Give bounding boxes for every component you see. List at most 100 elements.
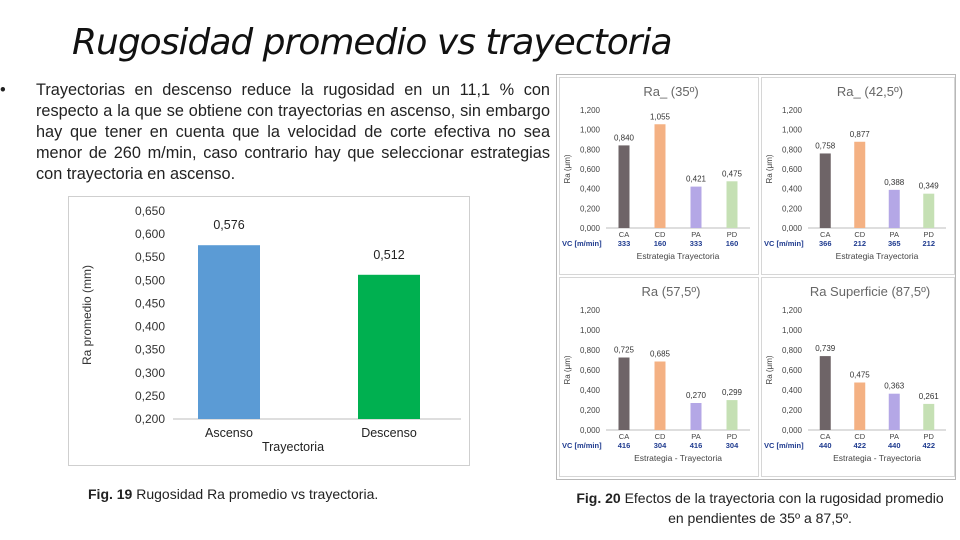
y-tick-label: 0,800 bbox=[782, 346, 803, 355]
vc-value: 422 bbox=[853, 441, 866, 450]
fig19-caption: Fig. 19 Rugosidad Ra promedio vs trayect… bbox=[88, 486, 378, 502]
y-tick-label: 0,000 bbox=[580, 426, 601, 435]
y-tick-label: 0,450 bbox=[135, 296, 165, 310]
y-tick-label: 0,550 bbox=[135, 250, 165, 264]
x-tick-label: CD bbox=[854, 230, 865, 239]
vc-value: 304 bbox=[726, 441, 739, 450]
y-tick-label: 0,000 bbox=[580, 224, 601, 233]
y-tick-label: 1,200 bbox=[782, 106, 803, 115]
y-tick-label: 0,600 bbox=[580, 165, 601, 174]
chart-title: Ra_ (35º) bbox=[643, 84, 698, 99]
x-tick-label: PD bbox=[924, 432, 935, 441]
x-tick-label: CA bbox=[619, 230, 629, 239]
chart-title: Ra_ (42,5º) bbox=[837, 84, 903, 99]
x-tick-label: PD bbox=[727, 432, 738, 441]
y-axis-label: Ra (μm) bbox=[765, 154, 774, 183]
data-label: 0,685 bbox=[650, 350, 671, 359]
y-tick-label: 0,200 bbox=[135, 412, 165, 426]
data-label: 0,388 bbox=[884, 178, 905, 187]
chart-57-5-svg: Ra (57,5º) 0,000 0,200 0,400 0,600 0,800 1,000… bbox=[562, 284, 750, 463]
x-tick-label: PA bbox=[691, 432, 700, 441]
y-tick-label: 0,500 bbox=[135, 273, 165, 287]
y-tick-label: 0,200 bbox=[782, 406, 803, 415]
data-label: 0,299 bbox=[722, 388, 743, 397]
y-tick-label: 0,400 bbox=[580, 185, 601, 194]
fig20-chart-panel: Ra_ (35º) 0,000 0,200 0,400 0,600 0,800 1,000 1… bbox=[556, 74, 956, 480]
vc-value: 212 bbox=[922, 239, 935, 248]
data-label: 0,261 bbox=[919, 392, 940, 401]
data-label: 0,877 bbox=[850, 130, 871, 139]
y-tick-label: 0,200 bbox=[782, 204, 803, 213]
data-label: 0,475 bbox=[722, 169, 743, 178]
y-tick-label: 0,800 bbox=[580, 346, 601, 355]
data-label: 0,270 bbox=[686, 391, 707, 400]
data-label: 0,363 bbox=[884, 382, 905, 391]
y-tick-label: 1,200 bbox=[580, 306, 601, 315]
data-label: 0,725 bbox=[614, 346, 635, 355]
data-label: 0,758 bbox=[815, 141, 836, 150]
y-tick-label: 0,350 bbox=[135, 343, 165, 357]
x-axis-label: Trayectoria bbox=[262, 440, 324, 454]
fig19-chart: 0,200 0,250 0,300 0,350 0,400 0,450 0,500 0,550… bbox=[68, 196, 470, 466]
vc-value: 422 bbox=[922, 441, 935, 450]
y-tick-label: 0,000 bbox=[782, 426, 803, 435]
bar-pa bbox=[690, 186, 702, 228]
vc-value: 366 bbox=[819, 239, 832, 248]
bar-descenso bbox=[358, 274, 420, 419]
x-tick-label: CA bbox=[820, 230, 830, 239]
fig20-chart-42-5: Ra_ (42,5º) 0,000 0,200 0,400 0,600 0,800 1,00… bbox=[761, 77, 955, 275]
y-axis-label: Ra (μm) bbox=[563, 355, 572, 384]
y-tick-label: 1,000 bbox=[580, 326, 601, 335]
bar-pd bbox=[726, 400, 738, 430]
fig19-label: Fig. 19 bbox=[88, 486, 133, 502]
fig19-text: Rugosidad Ra promedio vs trayectoria. bbox=[132, 486, 379, 502]
y-tick-label: 0,400 bbox=[135, 320, 165, 334]
data-label: 0,576 bbox=[213, 218, 244, 232]
vc-value: 440 bbox=[819, 441, 832, 450]
y-tick-label: 1,000 bbox=[782, 326, 803, 335]
y-tick-label: 1,200 bbox=[782, 306, 803, 315]
y-tick-label: 1,200 bbox=[580, 106, 601, 115]
y-tick-label: 0,400 bbox=[782, 386, 803, 395]
y-tick-label: 0,250 bbox=[135, 389, 165, 403]
x-axis-label: Estrategia - Trayectoria bbox=[634, 453, 722, 463]
bar-cd bbox=[854, 141, 866, 228]
vc-value: 333 bbox=[618, 239, 631, 248]
y-tick-label: 0,300 bbox=[135, 366, 165, 380]
x-tick-label: CD bbox=[854, 432, 865, 441]
chart-42-5-svg: Ra_ (42,5º) 0,000 0,200 0,400 0,600 0,800 1,00… bbox=[764, 84, 946, 261]
y-tick-label: 0,600 bbox=[135, 227, 165, 241]
y-tick-label: 0,400 bbox=[782, 185, 803, 194]
x-axis-label: Estrategia Trayectoria bbox=[637, 251, 720, 261]
vc-value: 416 bbox=[690, 441, 703, 450]
data-label: 0,421 bbox=[686, 175, 707, 184]
chart-title: Ra Superficie (87,5º) bbox=[810, 284, 930, 299]
y-tick-label: 0,600 bbox=[782, 366, 803, 375]
x-tick-label: CD bbox=[655, 432, 666, 441]
bar-cd bbox=[654, 124, 666, 228]
vc-value: 212 bbox=[853, 239, 866, 248]
bar-ascenso bbox=[198, 245, 260, 419]
vc-value: 416 bbox=[618, 441, 631, 450]
x-tick-label: CA bbox=[820, 432, 830, 441]
bar-cd bbox=[854, 382, 866, 430]
fig20-chart-57-5: Ra (57,5º) 0,000 0,200 0,400 0,600 0,800 1,000… bbox=[559, 277, 759, 477]
vc-row-label: VC [m/min] bbox=[764, 441, 804, 450]
data-label: 0,475 bbox=[850, 371, 871, 380]
bar-ca bbox=[819, 356, 831, 430]
y-tick-label: 1,000 bbox=[580, 126, 601, 135]
bullet-paragraph: • Trayectorias en descenso reduce la rugo… bbox=[0, 80, 550, 185]
chart-title: Ra (57,5º) bbox=[642, 284, 701, 299]
vc-value: 333 bbox=[690, 239, 703, 248]
y-tick-label: 0,000 bbox=[782, 224, 803, 233]
bullet-symbol: • bbox=[0, 81, 6, 99]
vc-value: 365 bbox=[888, 239, 901, 248]
bullet-text: Trayectorias en descenso reduce la rugos… bbox=[36, 81, 550, 183]
x-axis-label: Estrategia - Trayectoria bbox=[833, 453, 921, 463]
fig20-text: Efectos de la trayectoria con la rugosid… bbox=[620, 490, 944, 526]
data-label: 0,349 bbox=[919, 182, 940, 191]
y-tick-label: 1,000 bbox=[782, 126, 803, 135]
bar-cd bbox=[654, 361, 666, 430]
vc-row-label: VC [m/min] bbox=[562, 239, 602, 248]
data-label: 1,055 bbox=[650, 112, 671, 121]
